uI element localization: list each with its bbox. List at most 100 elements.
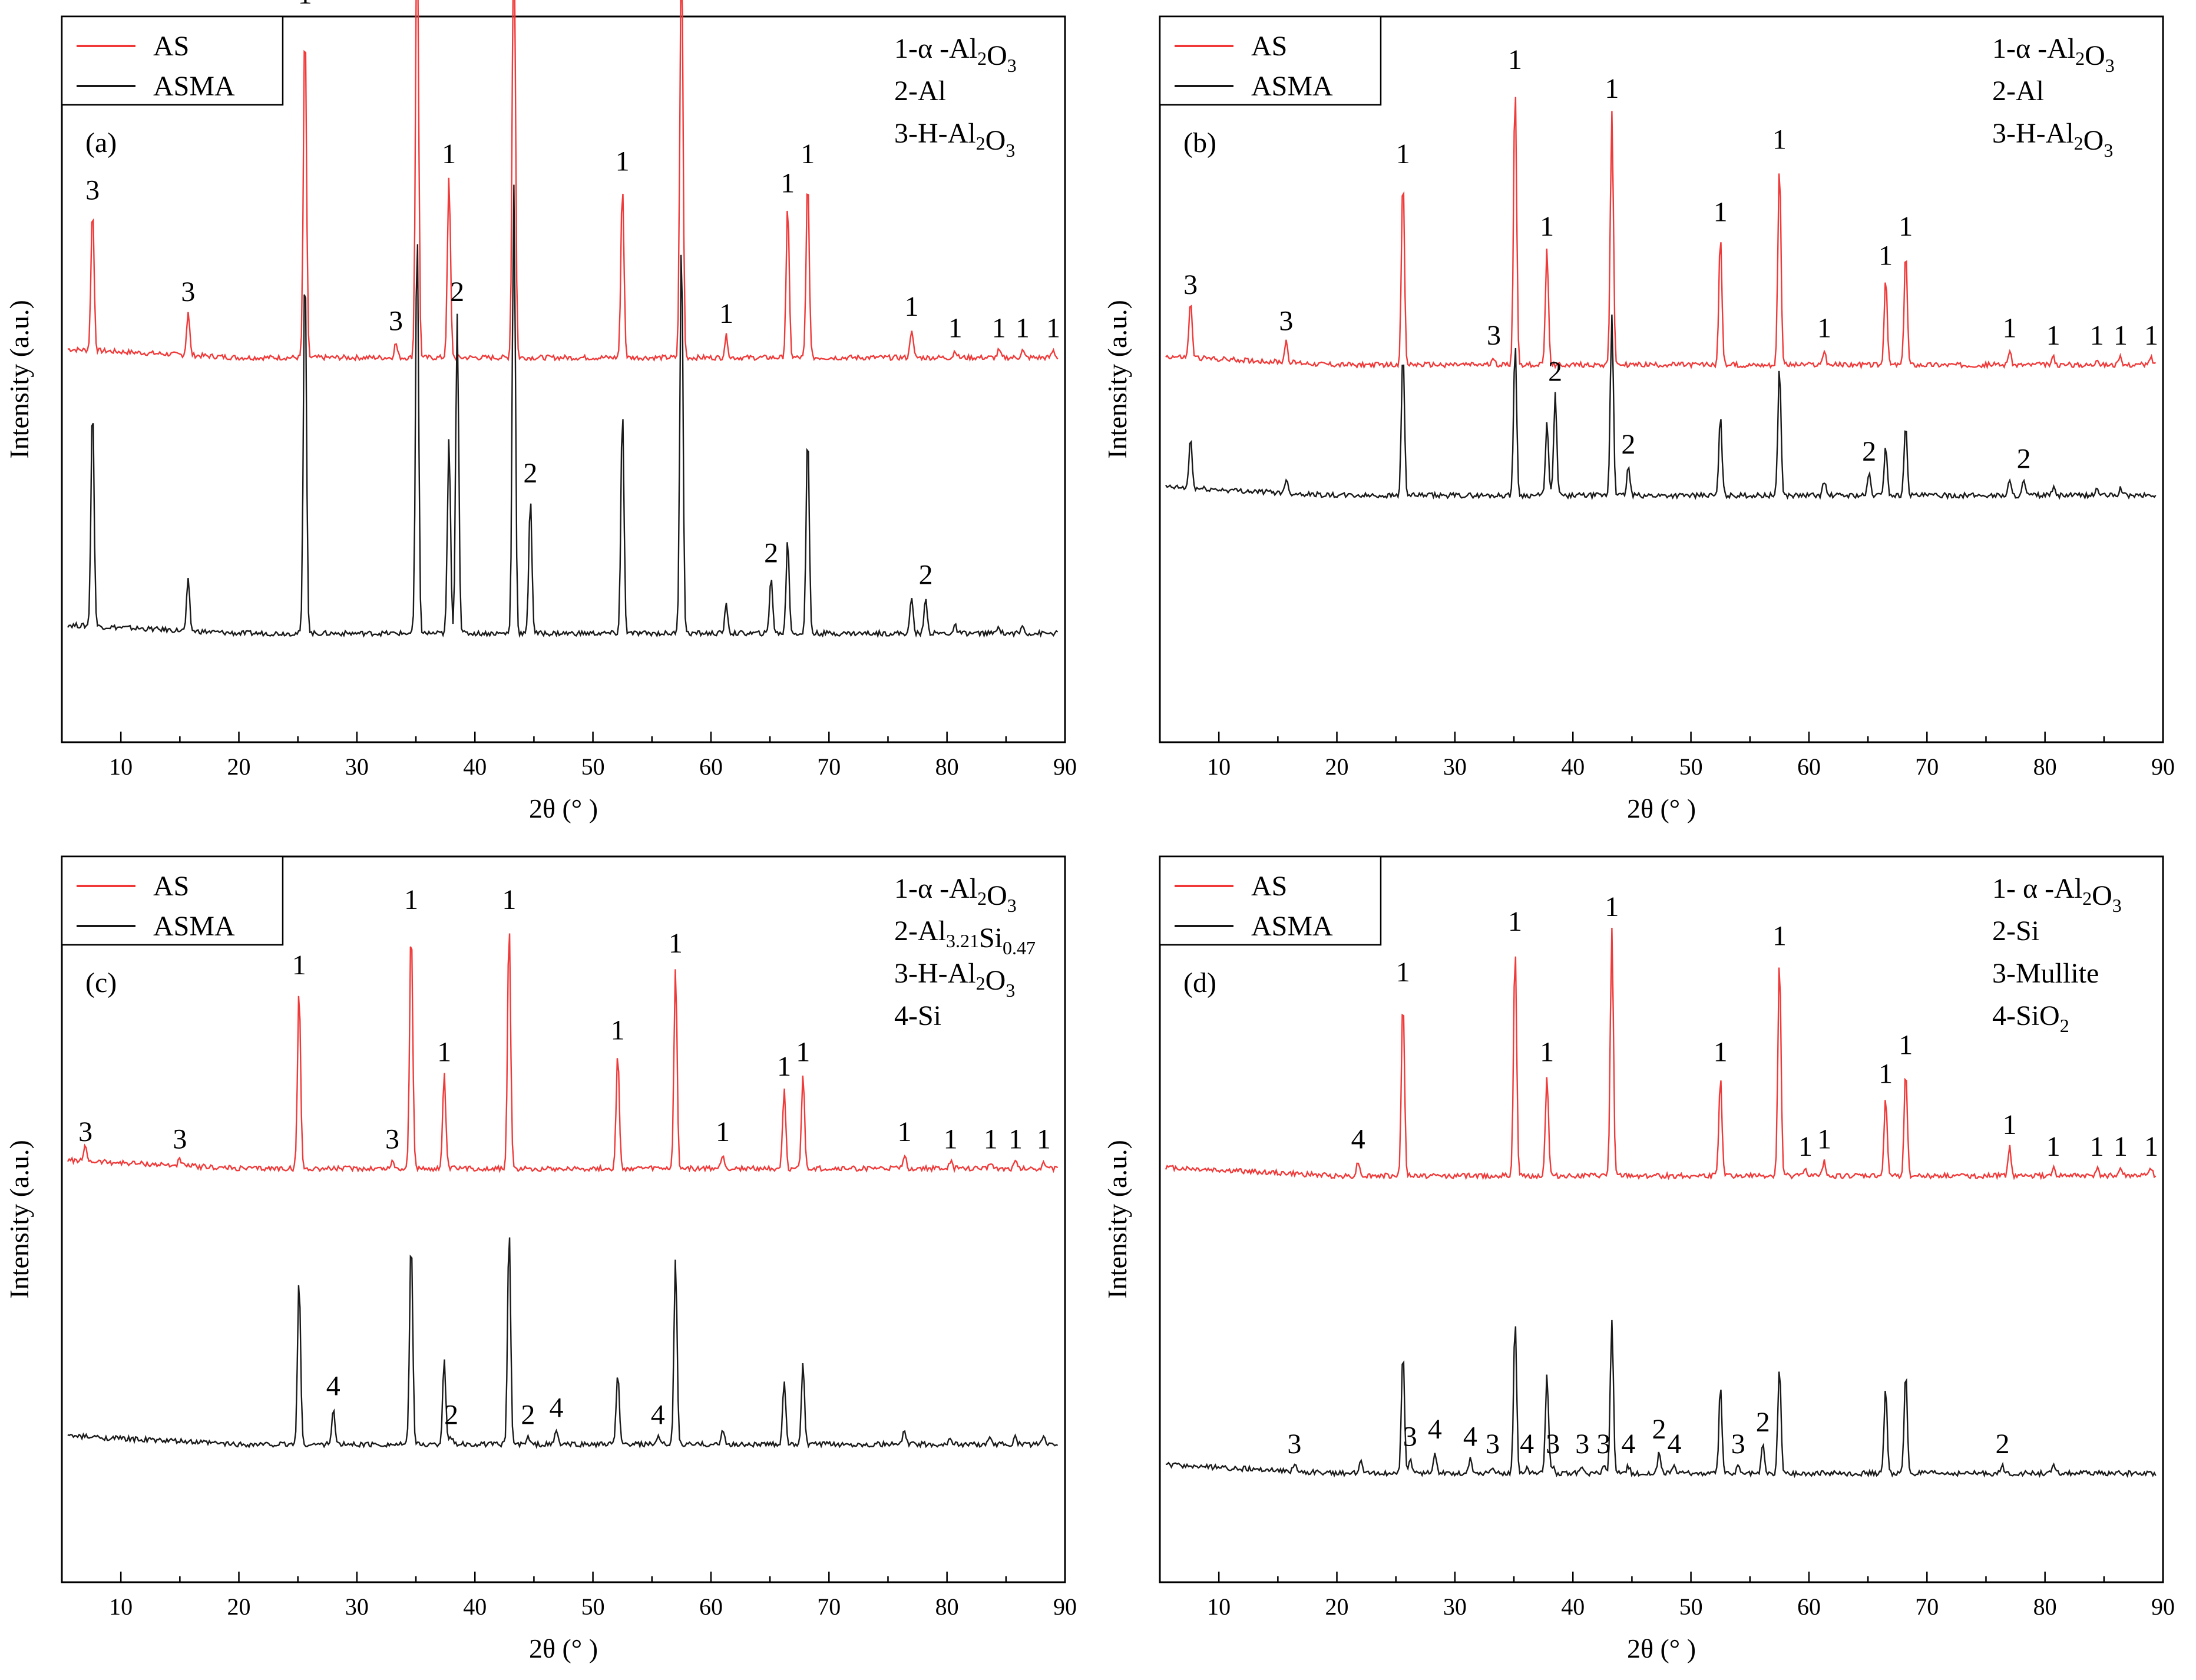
peak-label: 1 <box>1714 1037 1728 1068</box>
y-axis-label: Intensity (a.u.) <box>4 1140 34 1299</box>
phase-key-text: 4-Si <box>894 1000 941 1031</box>
peak-label: 2 <box>919 560 933 591</box>
peak-label: 1 <box>1396 138 1410 170</box>
legend-box <box>61 15 284 106</box>
peak-label: 1 <box>2144 1131 2158 1162</box>
x-tick-label: 40 <box>463 1593 487 1620</box>
peak-label: 2 <box>764 538 778 569</box>
x-tick-label: 10 <box>109 753 133 780</box>
xrd-chart-d: 10 20 30 40 50 60 70 80 90 2θ (° ) Intensity (a.u.… <box>1102 855 2175 1664</box>
peak-label: 4 <box>651 1400 665 1431</box>
phase-key-subscript: 2 <box>976 133 985 154</box>
phase-key-text: 2-Si <box>1992 915 2039 947</box>
peak-label: 1 <box>1008 1123 1023 1155</box>
peak-label: 3 <box>1596 1428 1610 1460</box>
phase-key-subscript: 0.47 <box>1003 937 1036 958</box>
x-tick-label: 30 <box>1443 753 1467 780</box>
phase-key-item: 3-H-Al2O3 <box>894 118 1015 161</box>
peak-label: 3 <box>78 1116 92 1147</box>
legend-label-as: AS <box>153 31 189 62</box>
series-line-asma <box>1165 1319 2157 1479</box>
peak-label: 1 <box>796 1037 810 1068</box>
x-tick-label: 60 <box>1797 753 1821 780</box>
phase-key-item: 2-Al <box>1992 75 2044 107</box>
peak-label: 1 <box>2003 313 2017 344</box>
phase-key-text: 1- α -Al <box>1992 873 2082 904</box>
phase-key-text: O <box>2085 40 2105 71</box>
phase-key-item: 3-Mullite <box>1992 958 2099 989</box>
peak-label: 1 <box>1605 891 1619 922</box>
legend-label-asma: ASMA <box>1251 71 1333 102</box>
peak-label: 1 <box>719 298 733 329</box>
peak-label: 1 <box>1714 197 1728 228</box>
plot-frame <box>1159 15 2164 743</box>
x-tick-label: 50 <box>1679 753 1703 780</box>
peak-label: 4 <box>1520 1428 1534 1460</box>
peak-label: 4 <box>549 1392 563 1423</box>
phase-key-text: O <box>2092 880 2112 911</box>
peak-label: 1 <box>2046 1131 2061 1162</box>
phase-key-text: 1-α -Al <box>1992 33 2075 64</box>
peak-label: 2 <box>1756 1407 1770 1438</box>
phase-key-text: O <box>987 40 1007 71</box>
peak-label: 3 <box>1279 305 1293 336</box>
peak-label: 3 <box>181 276 195 307</box>
panel-label: (a) <box>85 127 117 158</box>
xrd-chart-b: 10 20 30 40 50 60 70 80 90 2θ (° ) Intensity (a.u.… <box>1102 15 2175 824</box>
phase-key-subscript: 3 <box>1006 140 1015 161</box>
series-line-as <box>1165 927 2157 1180</box>
series-line-as <box>67 0 1059 362</box>
peak-label: 2 <box>1652 1414 1666 1445</box>
x-tick-label: 10 <box>109 1593 133 1620</box>
y-axis-label: Intensity (a.u.) <box>1102 300 1132 459</box>
legend-label-asma: ASMA <box>153 911 235 942</box>
phase-key-subscript: 3 <box>1006 980 1015 1001</box>
phase-key-text: 2-Al <box>1992 75 2044 107</box>
x-tick-label: 70 <box>817 753 841 780</box>
x-tick-label: 80 <box>2033 753 2057 780</box>
peak-label: 1 <box>898 1116 912 1147</box>
phase-key-text: 1-α -Al <box>894 33 977 64</box>
x-tick-label: 60 <box>699 753 723 780</box>
series-line-asma <box>1165 314 2157 501</box>
peak-label: 1 <box>1540 211 1554 242</box>
peak-label: 2 <box>1996 1428 2010 1460</box>
legend-box <box>1159 855 1382 946</box>
peak-label: 1 <box>1046 313 1060 344</box>
peak-label: 4 <box>326 1370 340 1401</box>
x-axis-label: 2θ (° ) <box>1627 793 1696 824</box>
peak-label: 2 <box>2017 443 2031 474</box>
peak-label: 1 <box>404 884 418 915</box>
peak-label: 4 <box>1428 1414 1442 1445</box>
peak-label: 1 <box>1899 1029 1913 1060</box>
peak-label: 3 <box>1731 1428 1745 1460</box>
peak-label: 1 <box>1798 1131 1813 1162</box>
peak-label: 1 <box>1396 957 1410 988</box>
legend-label-as: AS <box>1251 871 1287 902</box>
peak-label: 2 <box>444 1400 458 1431</box>
x-tick-label: 30 <box>345 753 369 780</box>
x-tick-label: 60 <box>699 1593 723 1620</box>
phase-key-item: 3-H-Al2O3 <box>894 958 1015 1001</box>
phase-key-subscript: 3 <box>1007 55 1017 76</box>
peak-label: 1 <box>777 1051 791 1082</box>
phase-key-text: 3-H-Al <box>1992 118 2074 149</box>
peak-label: 2 <box>1862 436 1876 467</box>
phase-key-subscript: 3 <box>2105 55 2115 76</box>
peak-label: 3 <box>1183 269 1198 300</box>
phase-key-item: 2-Si <box>1992 915 2039 947</box>
peak-label: 1 <box>1540 1037 1554 1068</box>
x-axis-label: 2θ (° ) <box>529 1633 598 1664</box>
peak-label: 1 <box>442 138 456 170</box>
legend-label-as: AS <box>153 871 189 902</box>
phase-key-subscript: 2 <box>2082 888 2092 909</box>
peak-label: 2 <box>450 276 464 307</box>
phase-key-item: 1-α -Al2O3 <box>894 33 1017 76</box>
peak-label: 1 <box>905 291 919 322</box>
phase-key-text: 2-Al <box>894 75 946 107</box>
phase-key-item: 2-Al3.21Si0.47 <box>894 915 1036 958</box>
series-line-as <box>1165 97 2157 370</box>
phase-key-text: 3-Mullite <box>1992 958 2099 989</box>
panel-label: (d) <box>1183 967 1216 998</box>
phase-key-text: O <box>985 125 1006 156</box>
